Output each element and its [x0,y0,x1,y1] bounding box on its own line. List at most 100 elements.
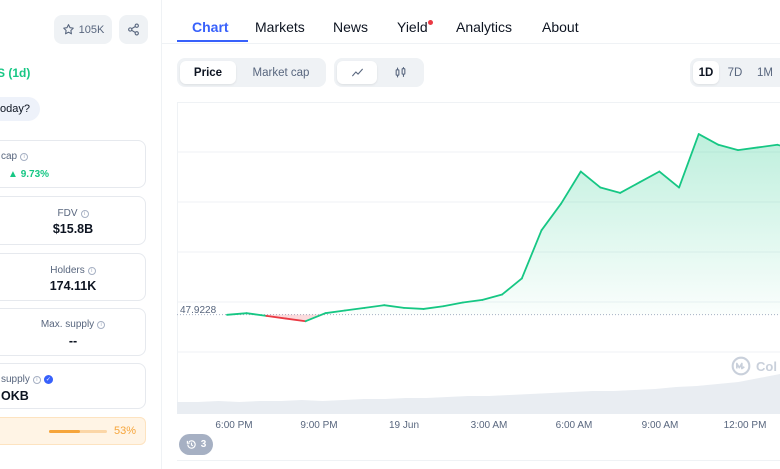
price-marketcap-toggle: Price Market cap [177,58,326,87]
price-line-segment [245,312,268,317]
range-1d-button[interactable]: 1D [693,61,719,84]
holders-label: Holders [50,265,85,276]
tab-about[interactable]: About [542,19,579,35]
price-line-segment [697,133,720,146]
fdv-label: FDV [57,208,78,219]
range-1m-button[interactable]: 1M [757,66,773,79]
price-line-segment [678,133,700,189]
today-question-pill[interactable]: oday? [0,97,40,121]
time-range-selector: 1D 7D 1M [690,58,780,87]
info-icon[interactable]: i [80,209,89,218]
market-cap-toggle-button[interactable]: Market cap [252,66,310,79]
price-area-fill [227,134,780,315]
watchlist-button[interactable]: 105K [54,15,112,44]
price-change-1d: S (1d) [0,66,31,80]
market-cap-card: cap i ▲ 9.73% [0,140,146,188]
price-line-segment [461,298,484,304]
price-line-segment [383,304,405,309]
x-tick-label: 9:00 AM [641,420,679,431]
x-tick-label: 12:00 PM [723,420,767,431]
total-supply-value: OKB [1,389,29,403]
coin-stats-panel: 105K S (1d) oday? cap i ▲ 9.73% [0,0,162,469]
today-question-text: oday? [0,103,30,115]
x-tick-label: 6:00 PM [215,420,253,431]
candlestick-chart-button[interactable] [380,61,421,84]
watchlist-count: 105K [78,23,105,36]
price-line-segment [324,309,346,315]
price-toggle-button[interactable]: Price [180,61,236,84]
info-icon[interactable]: i [32,375,41,384]
info-icon[interactable]: i [97,320,106,329]
market-cap-label: cap [1,151,18,162]
supply-progress-fill [49,430,80,433]
yield-new-dot [428,20,433,25]
supply-progress-bar [49,430,107,433]
star-icon [62,24,74,35]
share-button[interactable] [119,15,148,44]
price-line-segment [265,314,287,320]
line-chart-icon [351,68,363,77]
share-icon [128,23,139,36]
price-line-segment [344,306,366,312]
candlestick-icon [395,67,406,78]
price-area-below-fill [227,314,780,322]
price-line-segment [638,170,661,184]
tab-news[interactable]: News [333,19,369,35]
volume-area [177,374,780,414]
tab-analytics[interactable]: Analytics [456,19,513,35]
total-supply-card: supply i ✓ OKB [0,363,146,409]
watermark-text: Col [756,358,777,374]
price-chart[interactable] [177,102,780,414]
max-supply-card: Max. supply i -- [0,308,146,356]
info-icon[interactable]: i [20,152,29,161]
tab-chart[interactable]: Chart [192,19,229,35]
chart-type-toggle [334,58,424,87]
total-supply-label: supply [1,374,30,385]
price-line-segment [560,170,582,205]
price-line-segment [304,312,327,323]
price-line-segment [717,143,739,152]
fdv-card: FDV i $15.8B [0,196,146,245]
price-line-segment [442,301,464,308]
line-chart-button[interactable] [337,61,377,84]
reference-price-label: 47.9228 [180,305,217,316]
coinmarketcap-logo-icon [731,356,751,376]
section-tabs: Chart Markets News Yield Analytics About [162,0,780,44]
x-tick-label: 3:00 AM [470,420,508,431]
price-line-segment [285,317,307,323]
history-count: 3 [200,439,207,450]
watermark-logo: Col [731,356,777,376]
price-line-segment [540,202,563,232]
price-line-segment [481,293,504,301]
tab-markets[interactable]: Markets [255,19,305,35]
price-line-segment [402,306,425,310]
price-line-segment [658,170,680,189]
holders-value: 174.11K [49,279,97,293]
price-line-segment [737,146,759,152]
price-line-segment [363,304,386,309]
history-icon [186,440,196,449]
x-tick-label: 19 Jun [388,420,420,431]
caret-up-icon: ▲ [8,169,18,180]
x-tick-label: 9:00 PM [300,420,338,431]
price-line-segment [520,229,543,280]
supply-progress-percent: 53% [114,425,137,437]
history-button[interactable]: 3 [179,434,213,455]
info-icon[interactable]: i [87,266,96,275]
price-line-segment [599,186,622,194]
price-line-segment [422,305,445,310]
range-7d-button[interactable]: 7D [727,66,743,79]
price-chart-svg [177,102,780,414]
verified-check-icon: ✓ [43,375,53,384]
price-line-segment [501,277,523,296]
time-axis: 6:00 PM 9:00 PM 19 Jun 3:00 AM 6:00 AM 9… [177,414,780,434]
price-line-segment [619,181,641,194]
supply-progress-card: 53% [0,417,146,445]
x-tick-label: 6:00 AM [555,420,593,431]
active-tab-indicator [177,40,248,42]
price-line-segment [579,170,602,189]
market-cap-change: ▲ 9.73% [8,169,50,180]
chart-footer-divider [177,460,780,469]
tab-yield[interactable]: Yield [397,19,428,35]
